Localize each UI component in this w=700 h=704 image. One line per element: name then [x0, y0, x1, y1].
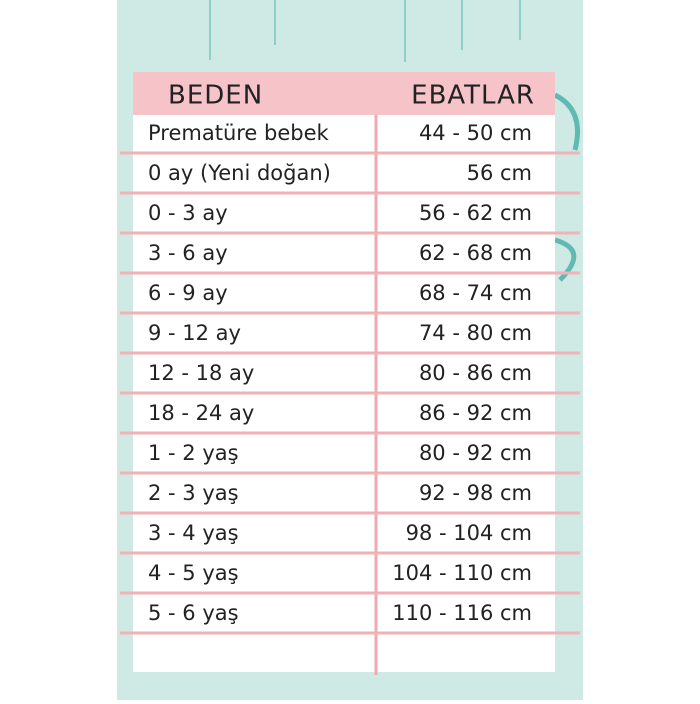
size-cell: 0 ay (Yeni doğan): [148, 161, 331, 185]
measure-cell: 92 - 98 cm: [419, 481, 532, 505]
header-cell: BEDEN: [168, 81, 263, 111]
measure-cell: 80 - 86 cm: [419, 361, 532, 385]
size-cell: 12 - 18 ay: [148, 361, 254, 385]
size-cell: 3 - 6 ay: [148, 241, 228, 265]
size-cell: 6 - 9 ay: [148, 281, 228, 305]
measure-cell: 44 - 50 cm: [419, 121, 532, 145]
table-header: [133, 72, 555, 115]
size-cell: 9 - 12 ay: [148, 321, 241, 345]
measure-cell: 68 - 74 cm: [419, 281, 532, 305]
measure-cell: 74 - 80 cm: [419, 321, 532, 345]
decor-strings: [209, 0, 521, 62]
size-cell: 5 - 6 yaş: [148, 601, 239, 625]
measure-cell: 98 - 104 cm: [406, 521, 532, 545]
size-cell: Prematüre bebek: [148, 121, 330, 145]
size-cell: 4 - 5 yaş: [148, 561, 239, 585]
measure-cell: 80 - 92 cm: [419, 441, 532, 465]
measure-cell: 104 - 110 cm: [392, 561, 532, 585]
size-cell: 2 - 3 yaş: [148, 481, 239, 505]
size-cell: 1 - 2 yaş: [148, 441, 239, 465]
size-cell: 18 - 24 ay: [148, 401, 254, 425]
measure-cell: 56 cm: [467, 161, 532, 185]
rows: Prematüre bebek 44 - 50 cm 0 ay (Yeni doğa…: [120, 121, 580, 635]
measure-cell: 110 - 116 cm: [392, 601, 532, 625]
size-cell: 0 - 3 ay: [148, 201, 228, 225]
size-cell: 3 - 4 yaş: [148, 521, 239, 545]
measure-cell: 56 - 62 cm: [419, 201, 532, 225]
measure-cell: 62 - 68 cm: [419, 241, 532, 265]
decor: [553, 92, 580, 282]
measure-cell: 86 - 92 cm: [419, 401, 532, 425]
header-cell: EBATLAR: [411, 81, 535, 111]
